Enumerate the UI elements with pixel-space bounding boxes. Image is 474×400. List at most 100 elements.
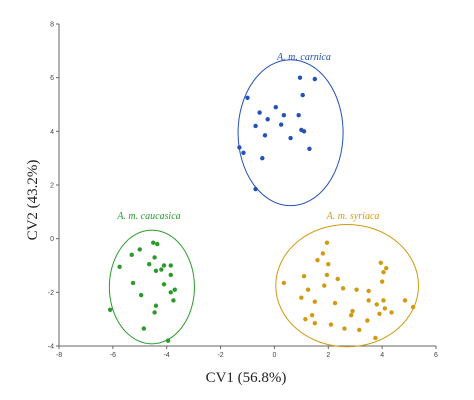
data-point-group-1 xyxy=(153,303,159,308)
data-point-group-2 xyxy=(322,283,327,288)
data-point-group-2 xyxy=(348,312,354,318)
data-point-group-2 xyxy=(383,265,389,271)
data-point-group-2 xyxy=(312,320,318,326)
data-point-group-2 xyxy=(305,287,311,292)
x-axis-title: CV1 (56.8%) xyxy=(206,370,287,386)
data-point-group-2 xyxy=(326,261,331,267)
data-point-group-2 xyxy=(350,308,355,314)
data-point-group-2 xyxy=(281,280,287,286)
data-point-group-1 xyxy=(172,287,177,292)
data-point-group-2 xyxy=(357,327,362,333)
x-tick-label: -8 xyxy=(56,352,62,359)
data-point-group-1 xyxy=(168,290,173,295)
y-tick-label: 4 xyxy=(50,129,54,136)
data-point-group-2 xyxy=(328,322,334,327)
data-point-group-1 xyxy=(159,267,164,272)
x-tick-label: 2 xyxy=(326,352,330,359)
data-point-group-0 xyxy=(262,133,268,138)
group-label-carnica: A. m. carnica xyxy=(276,52,331,63)
data-point-group-0 xyxy=(278,122,284,127)
data-point-group-1 xyxy=(161,282,167,287)
data-point-group-0 xyxy=(288,135,293,141)
data-point-group-0 xyxy=(300,92,305,98)
y-axis-title: CV2 (43.2%) xyxy=(25,160,41,241)
data-point-group-0 xyxy=(281,113,287,118)
x-tick-label: -4 xyxy=(164,352,170,359)
data-point-group-0 xyxy=(301,129,307,134)
data-point-group-0 xyxy=(312,76,318,82)
data-point-group-1 xyxy=(165,338,171,343)
y-tick-label: 8 xyxy=(50,22,54,29)
data-point-group-2 xyxy=(354,287,359,292)
data-point-group-1 xyxy=(168,272,173,278)
data-points xyxy=(107,75,416,343)
data-point-group-1 xyxy=(155,241,160,247)
data-point-group-2 xyxy=(366,298,371,303)
data-point-group-1 xyxy=(138,292,144,298)
data-point-group-0 xyxy=(307,146,312,151)
confidence-ellipse-2 xyxy=(275,223,419,348)
group-ellipses xyxy=(108,59,419,348)
data-point-group-2 xyxy=(389,310,394,315)
data-point-group-0 xyxy=(253,123,258,129)
x-tick-label: -2 xyxy=(217,352,223,359)
data-point-group-2 xyxy=(381,298,386,303)
data-point-group-2 xyxy=(365,318,370,323)
group-labels: A. m. carnica A. m. caucasica A. m. syri… xyxy=(116,52,379,222)
group-label-syriaca: A. m. syriaca xyxy=(326,211,380,222)
data-point-group-2 xyxy=(378,260,383,266)
data-point-group-0 xyxy=(257,110,262,115)
group-label-caucasica: A. m. caucasica xyxy=(116,211,180,222)
data-point-group-0 xyxy=(297,75,303,80)
data-point-group-2 xyxy=(342,326,347,331)
y-tick-label: 6 xyxy=(50,75,54,82)
data-point-group-1 xyxy=(161,263,167,268)
data-point-group-0 xyxy=(245,95,250,100)
data-point-group-2 xyxy=(374,302,379,307)
data-point-group-2 xyxy=(382,306,388,311)
data-point-group-2 xyxy=(381,270,386,275)
y-tick-label: 0 xyxy=(50,236,54,243)
data-point-group-2 xyxy=(373,335,378,341)
data-point-group-2 xyxy=(312,299,318,304)
data-point-group-2 xyxy=(379,279,385,284)
data-point-group-2 xyxy=(301,274,307,279)
data-point-group-0 xyxy=(253,186,258,192)
data-point-group-1 xyxy=(129,252,134,257)
data-point-group-1 xyxy=(152,310,157,315)
data-point-group-2 xyxy=(402,298,408,303)
data-point-group-0 xyxy=(237,145,242,150)
x-tick-label: 0 xyxy=(272,352,276,359)
data-point-group-2 xyxy=(377,311,382,316)
data-point-group-1 xyxy=(107,307,113,312)
data-point-group-2 xyxy=(332,300,338,306)
data-point-group-2 xyxy=(315,257,320,263)
data-point-group-2 xyxy=(320,251,326,256)
x-tick-label: 4 xyxy=(380,352,384,359)
data-point-group-1 xyxy=(152,255,157,260)
y-tick-label: -4 xyxy=(48,344,54,351)
confidence-ellipse-1 xyxy=(108,229,195,345)
data-point-group-1 xyxy=(171,298,176,303)
data-point-group-2 xyxy=(309,312,315,318)
data-point-group-1 xyxy=(117,264,122,270)
data-point-group-0 xyxy=(265,117,270,122)
data-point-group-1 xyxy=(153,268,159,274)
data-point-group-2 xyxy=(410,304,416,310)
confidence-ellipse-0 xyxy=(237,59,344,207)
y-tick-label: 2 xyxy=(50,183,54,190)
y-tick-label: -2 xyxy=(48,290,54,297)
data-point-group-2 xyxy=(324,272,330,278)
data-point-group-0 xyxy=(260,155,265,161)
data-point-group-1 xyxy=(137,247,142,252)
data-point-group-0 xyxy=(273,104,278,110)
data-point-group-1 xyxy=(130,280,136,286)
plot-area: -8 -6 -4 -2 0 2 4 6 -4 -2 0 2 4 6 8 xyxy=(48,22,438,360)
data-point-group-0 xyxy=(241,150,246,155)
data-point-group-1 xyxy=(168,263,173,268)
data-point-group-2 xyxy=(324,240,330,245)
data-point-group-2 xyxy=(335,276,340,282)
data-point-group-1 xyxy=(147,261,152,267)
x-tick-label: 6 xyxy=(434,352,438,359)
